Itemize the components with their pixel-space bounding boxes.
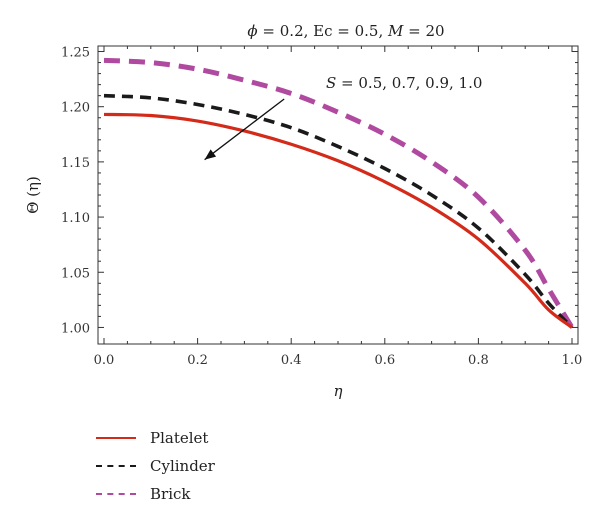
legend-item-platelet: Platelet (96, 424, 215, 452)
x-tick-label: 0.6 (374, 353, 395, 368)
y-tick-label: 1.10 (61, 211, 90, 226)
legend-item-cylinder: Cylinder (96, 452, 215, 480)
legend-swatch (96, 493, 136, 495)
line-chart: ϕ = 0.2, Ec = 0.5, M = 20 0.0 0.2 0.4 0.6 0.… (24, 22, 582, 400)
legend-swatch (96, 437, 136, 439)
series-line-brick (103, 57, 575, 329)
y-tick-label: 1.20 (61, 101, 90, 116)
legend: Platelet Cylinder Brick (96, 424, 215, 508)
legend-item-brick: Brick (96, 480, 215, 508)
y-tick-label: 1.05 (61, 266, 90, 281)
y-tick-label: 1.15 (61, 156, 90, 171)
x-tick-label: 0.0 (94, 353, 115, 368)
x-tick-label: 0.2 (187, 353, 208, 368)
legend-label: Cylinder (150, 457, 215, 475)
x-tick-label: 0.4 (281, 353, 302, 368)
annotation-arrow-head (204, 149, 217, 160)
chart-title: ϕ = 0.2, Ec = 0.5, M = 20 (247, 22, 444, 40)
parameter-annotation: S = 0.5, 0.7, 0.9, 1.0 (204, 74, 482, 161)
y-axis-title: Θ (η) (24, 176, 42, 214)
axis-ticks: 0.0 0.2 0.4 0.6 0.8 1.0 1.00 1.05 1.10 1.15 1.20 1.… (61, 46, 582, 368)
legend-label: Platelet (150, 429, 209, 447)
y-tick-label: 1.00 (61, 321, 90, 336)
annotation-label: S = 0.5, 0.7, 0.9, 1.0 (326, 74, 482, 92)
legend-label: Brick (150, 485, 191, 503)
series-lines (103, 57, 575, 329)
series-line-platelet (103, 112, 573, 329)
annotation-arrow-shaft (204, 98, 285, 161)
x-tick-label: 0.8 (468, 353, 489, 368)
x-tick-label: 1.0 (562, 353, 583, 368)
y-tick-label: 1.25 (61, 46, 90, 61)
x-axis-title: η (334, 382, 343, 400)
series-line-cylinder (103, 93, 574, 329)
legend-swatch (96, 465, 136, 467)
